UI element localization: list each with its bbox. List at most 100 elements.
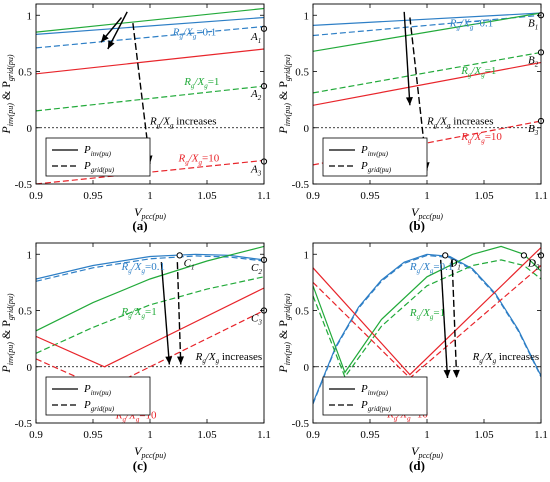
point-label-sub: 3 — [257, 319, 262, 327]
ratio-slash: / — [419, 261, 424, 273]
panel-caption: (c) — [133, 458, 147, 473]
point-label-main: B — [528, 54, 535, 66]
legend-sub: inv(pu) — [91, 389, 112, 397]
ratio-R: R — [409, 307, 417, 319]
inc-X: X — [208, 351, 217, 363]
series-red-solid — [313, 247, 541, 376]
ratio-slash: / — [182, 27, 187, 39]
ratio-slash: / — [131, 306, 136, 318]
point-label-main: C — [251, 262, 259, 274]
ratio-value: =1 — [433, 307, 445, 319]
y-tick-label: 1 — [27, 10, 33, 22]
y-tick-label: 1 — [27, 249, 33, 261]
y-axis-label: Pinv(pu) & Pgrid(pu) — [0, 54, 15, 134]
x-tick-label: 1.1 — [534, 190, 548, 202]
x-tick-label: 1.05 — [474, 190, 494, 202]
ratio-X-sub: g — [142, 312, 146, 320]
legend-solid-label: Pinv(pu) — [360, 144, 389, 158]
y-tick-label: 1 — [304, 10, 310, 22]
ratio-slash: / — [459, 18, 464, 30]
ratio-R: R — [121, 261, 129, 273]
inc-tail: increases — [496, 351, 539, 363]
series-green-solid — [36, 7, 264, 33]
legend-sub: grid(pu) — [368, 405, 392, 413]
ratio-R-sub: g — [180, 33, 184, 41]
ylabel-sub2: grid(pu) — [6, 293, 15, 320]
ratio-R: R — [183, 76, 191, 88]
inc-X-sub: g — [170, 121, 174, 129]
x-tick-label: 0.9 — [29, 190, 43, 202]
ratio-label-r1: Rg/Xg=1 — [121, 306, 157, 320]
point-label-sub: 1 — [457, 263, 461, 271]
point-label-sub: 3 — [534, 129, 539, 137]
ratio-X: X — [422, 307, 431, 319]
series-red-solid — [36, 48, 264, 75]
xlabel-main: V — [134, 205, 143, 219]
legend-sub: grid(pu) — [368, 166, 392, 174]
inc-tail: increases — [451, 115, 494, 127]
legend-box — [45, 137, 151, 177]
ratio-value: =0.1 — [473, 18, 493, 30]
point-label: D2 — [527, 257, 540, 271]
ratio-R-sub: g — [417, 267, 421, 275]
ratio-R: R — [178, 153, 186, 165]
point-label: B1 — [528, 17, 538, 31]
ratio-X-sub: g — [199, 159, 203, 167]
legend-main: P — [360, 383, 368, 395]
ylabel-sub1: inv(pu) — [6, 103, 15, 126]
series-blue-dashed — [313, 14, 541, 37]
ylabel-main: P — [0, 126, 13, 135]
ylabel-mid: & P — [0, 320, 13, 342]
point-label-sub: 1 — [191, 263, 195, 271]
ratio-R-sub: g — [394, 414, 398, 422]
ratio-label-r10: Rg/Xg=10 — [178, 153, 220, 167]
panel-caption: (a) — [132, 218, 147, 233]
ratio-R-sub: g — [128, 312, 132, 320]
ratio-slash: / — [419, 307, 424, 319]
series-green-solid — [313, 12, 541, 52]
point-label-main: A — [250, 31, 258, 43]
series-green-dashed — [313, 51, 541, 94]
ratio-value: =0.1 — [145, 261, 165, 273]
y-tick-label: 0.5 — [18, 67, 32, 79]
ratio-slash: / — [188, 153, 193, 165]
point-marker — [442, 252, 449, 259]
ratio-slash: / — [131, 261, 136, 273]
ratio-value: =1 — [145, 306, 157, 318]
inc-tail: increases — [219, 351, 262, 363]
point-label-sub: 1 — [535, 23, 539, 31]
ratio-X-sub: g — [430, 267, 434, 275]
ratio-R: R — [460, 65, 468, 77]
point-label-sub: 2 — [535, 60, 539, 68]
ratio-label-r01: Rg/Xg=0.1 — [121, 261, 166, 275]
point-label: C1 — [184, 257, 195, 271]
y-tick-label: -0.5 — [292, 179, 310, 191]
legend-solid-label: Pinv(pu) — [360, 383, 389, 397]
arrow-head — [405, 97, 413, 106]
arrow-solid — [160, 262, 171, 365]
panel-caption: (d) — [409, 458, 425, 473]
arrow-head — [443, 369, 451, 378]
point-label-sub: 2 — [258, 268, 262, 276]
increase-label: Rg/Xg increases — [195, 351, 263, 365]
x-tick-label: 1.05 — [474, 429, 494, 441]
ratio-label-r1: Rg/Xg=1 — [409, 307, 445, 321]
legend-sub: grid(pu) — [91, 405, 115, 413]
y-tick-label: -0.5 — [15, 179, 33, 191]
arrow-dashed — [409, 17, 428, 171]
point-label-main: D — [527, 257, 536, 269]
x-axis-label: Vpcc(pu) — [134, 205, 166, 221]
point-label-main: D — [448, 257, 457, 269]
inc-X-sub: g — [447, 121, 451, 129]
x-tick-label: 1.1 — [257, 190, 271, 202]
inc-R: R — [149, 115, 157, 127]
ratio-value: =1 — [208, 76, 220, 88]
y-tick-label: 0 — [27, 362, 33, 374]
ratio-label-r1: Rg/Xg=1 — [460, 65, 496, 79]
legend-main: P — [83, 144, 91, 156]
y-tick-label: -0.5 — [15, 418, 33, 430]
point-label: D3 — [527, 257, 540, 271]
ratio-X: X — [134, 306, 143, 318]
